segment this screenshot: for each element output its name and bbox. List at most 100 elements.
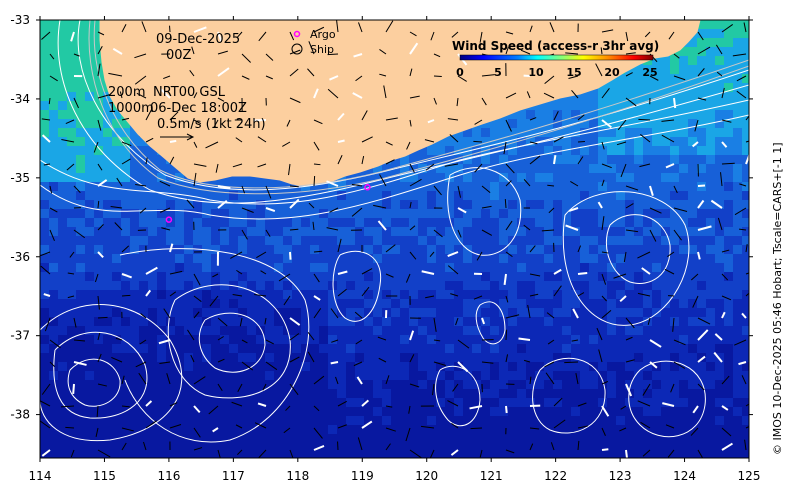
wind-cell — [238, 299, 248, 309]
wind-cell — [175, 425, 185, 435]
x-tick-label: 120 — [415, 469, 438, 483]
wind-cell — [229, 371, 239, 381]
wind-cell — [58, 245, 68, 255]
current-vector — [505, 354, 509, 363]
wind-cell — [391, 272, 401, 282]
wind-cell — [40, 164, 50, 174]
wind-cell — [697, 137, 707, 147]
current-vector — [433, 97, 437, 105]
wind-cell — [220, 281, 230, 291]
current-vector — [571, 339, 579, 342]
wind-cell — [85, 281, 95, 291]
wind-cell — [733, 353, 743, 363]
wind-cell — [85, 335, 95, 345]
wind-cell — [175, 272, 185, 282]
current-vector — [572, 308, 579, 319]
current-vector — [505, 449, 515, 454]
wind-cell — [580, 227, 590, 237]
wind-cell — [526, 317, 536, 327]
current-vector — [379, 49, 387, 55]
depth-label-200: 200m — [108, 85, 145, 100]
wind-cell — [589, 227, 599, 237]
wind-cell — [544, 227, 554, 237]
wind-cell — [625, 245, 635, 255]
current-vector — [289, 449, 294, 458]
wind-cell — [40, 146, 50, 156]
wind-cell — [67, 83, 77, 93]
wind-cell — [121, 326, 131, 336]
wind-cell — [85, 371, 95, 381]
legend-title: Wind Speed (access-r 3hr avg) — [452, 39, 659, 53]
wind-cell — [598, 245, 608, 255]
wind-cell — [562, 128, 572, 138]
wind-cell — [85, 389, 95, 399]
wind-cell — [211, 443, 221, 453]
wind-cell — [49, 407, 59, 417]
wind-cell — [238, 452, 248, 458]
wind-cell — [436, 335, 446, 345]
wind-cell — [733, 137, 743, 147]
wind-cell — [526, 155, 536, 165]
wind-cell — [652, 290, 662, 300]
wind-cell — [202, 362, 212, 372]
wind-cell — [364, 191, 374, 201]
current-vector — [169, 424, 182, 429]
wind-cell — [679, 164, 689, 174]
wind-cell — [499, 344, 509, 354]
current-vector — [481, 185, 491, 194]
wind-cell — [139, 434, 149, 444]
wind-cell — [679, 101, 689, 111]
wind-cell — [193, 191, 203, 201]
wind-cell — [409, 173, 419, 183]
wind-cell — [373, 380, 383, 390]
wind-cell — [274, 416, 284, 426]
wind-cell — [625, 119, 635, 129]
wind-cell — [211, 236, 221, 246]
wind-cell — [697, 452, 707, 458]
current-vector — [690, 427, 699, 436]
wind-cell — [463, 317, 473, 327]
wind-cell — [175, 254, 185, 264]
current-vector — [447, 118, 459, 121]
wind-cell — [49, 416, 59, 426]
current-vector — [617, 119, 627, 131]
current-vector — [637, 292, 651, 297]
wind-cell — [472, 182, 482, 192]
wind-cell — [697, 218, 707, 228]
current-vector — [41, 134, 51, 143]
wind-cell — [607, 425, 617, 435]
wind-cell — [76, 425, 86, 435]
current-vector — [215, 163, 219, 173]
current-vector — [447, 251, 459, 257]
wind-cell — [274, 281, 284, 291]
current-vector — [97, 63, 101, 77]
current-vector — [307, 68, 315, 77]
current-vector — [433, 185, 442, 196]
wind-cell — [166, 362, 176, 372]
wind-cell — [553, 443, 563, 453]
current-vector — [337, 112, 345, 121]
plot-frame — [39, 19, 750, 459]
current-vector — [694, 119, 699, 132]
current-vector — [40, 251, 51, 257]
wind-cell — [517, 380, 527, 390]
current-vector — [721, 311, 726, 319]
wind-cell — [580, 263, 590, 273]
wind-cell — [409, 443, 419, 453]
wind-cell — [589, 110, 599, 120]
wind-cell — [445, 227, 455, 237]
wind-cell — [706, 281, 716, 291]
current-vector — [49, 53, 55, 60]
wind-cell — [544, 326, 554, 336]
wind-cell — [526, 389, 536, 399]
wind-cell — [688, 317, 698, 327]
wind-cell — [652, 299, 662, 309]
wind-cell — [301, 353, 311, 363]
wind-cell — [130, 191, 140, 201]
current-vector — [690, 273, 699, 281]
wind-cell — [616, 398, 626, 408]
wind-cell — [481, 155, 491, 165]
wind-cell — [130, 164, 140, 174]
wind-cell — [166, 263, 176, 273]
current-vector — [160, 207, 171, 213]
